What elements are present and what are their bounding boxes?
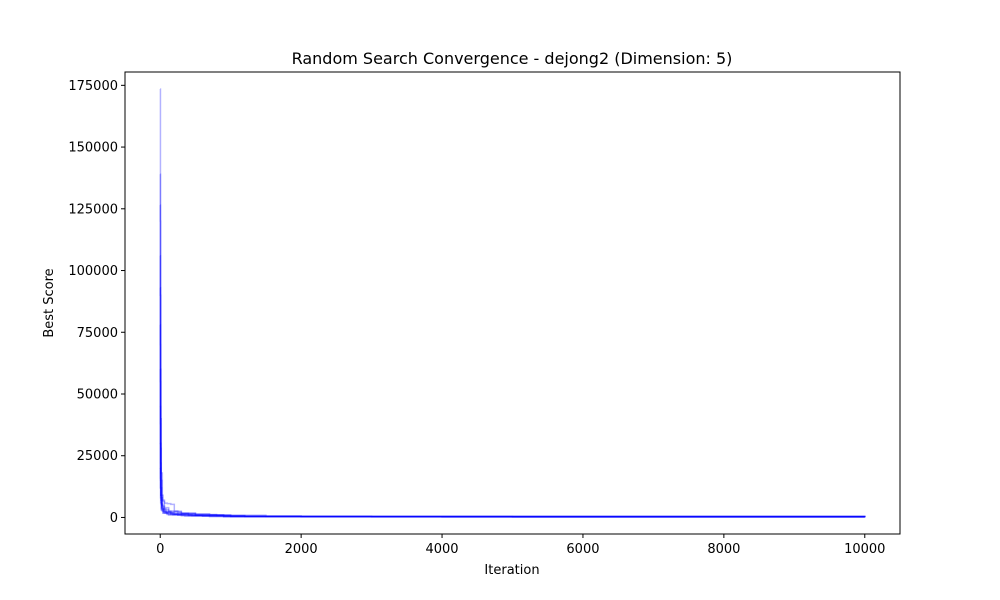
series-line-5 [159,287,866,518]
x-tick-label: 8000 [707,542,740,557]
plot-frame [124,71,901,535]
x-axis: 0 2000 4000 6000 8000 10000 [156,534,885,557]
y-tick-label: 50000 [77,387,118,402]
series-line-10 [159,467,866,518]
y-tick-label: 0 [110,511,118,526]
x-axis-label: Iteration [484,563,539,578]
series-line-2 [159,173,866,518]
y-tick-label: 150000 [68,141,118,156]
series-layer [159,88,866,518]
y-axis: 0 25000 50000 75000 100000 125000 150000 175000 [68,79,125,526]
series-line-6 [159,324,866,518]
x-tick-label: 6000 [566,542,599,557]
y-tick-label: 100000 [68,264,118,279]
y-tick-label: 75000 [77,326,118,341]
y-tick-label: 125000 [68,202,118,217]
x-tick-label: 0 [156,542,164,557]
plot-area [125,72,900,534]
y-axis-label: Best Score [42,268,57,337]
y-tick-label: 25000 [77,449,118,464]
y-tick-label: 175000 [68,79,118,94]
series-line-9 [159,442,866,518]
series-line-7 [159,368,866,518]
series-line-1 [159,88,866,518]
series-line-4 [159,254,866,518]
x-tick-label: 4000 [425,542,458,557]
x-tick-label: 10000 [844,542,885,557]
series-line-3 [159,204,866,518]
x-tick-label: 2000 [285,542,318,557]
series-line-8 [159,405,866,518]
chart-title: Random Search Convergence - dejong2 (Dim… [292,49,733,68]
